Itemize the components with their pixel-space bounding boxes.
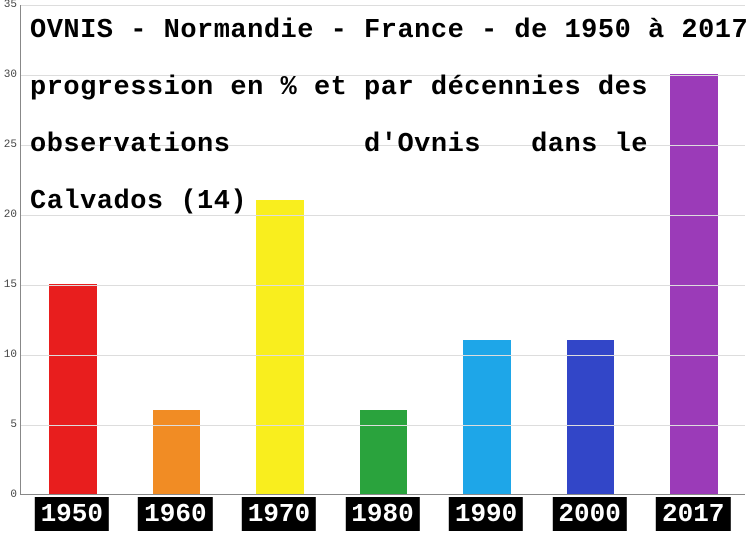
chart-container: 1950 1960 1970 1980 1990 2000 2017 OVNIS - Nor… bbox=[0, 0, 750, 543]
x-axis-label: 2000 bbox=[552, 497, 626, 531]
bar bbox=[49, 284, 97, 494]
ytick-label: 15 bbox=[0, 279, 17, 291]
ytick-label: 5 bbox=[0, 419, 17, 431]
gridline bbox=[21, 5, 745, 6]
ytick-label: 0 bbox=[0, 489, 17, 501]
x-axis-label: 1960 bbox=[138, 497, 212, 531]
title-line-3: observations d'Ovnis dans le bbox=[30, 132, 740, 159]
bar bbox=[360, 410, 408, 494]
x-axis-label: 2017 bbox=[656, 497, 730, 531]
ytick-label: 25 bbox=[0, 139, 17, 151]
ytick-label: 30 bbox=[0, 69, 17, 81]
ytick-label: 35 bbox=[0, 0, 17, 11]
bar bbox=[153, 410, 201, 494]
title-line-4: Calvados (14) bbox=[30, 189, 740, 216]
gridline bbox=[21, 285, 745, 286]
gridline bbox=[21, 425, 745, 426]
x-axis-label: 1980 bbox=[345, 497, 419, 531]
ytick-label: 20 bbox=[0, 209, 17, 221]
ytick-label: 10 bbox=[0, 349, 17, 361]
bar bbox=[463, 340, 511, 494]
gridline bbox=[21, 355, 745, 356]
title-line-1: OVNIS - Normandie - France - de 1950 à 2… bbox=[30, 18, 740, 45]
chart-title: OVNIS - Normandie - France - de 1950 à 2… bbox=[30, 18, 740, 216]
bar bbox=[567, 340, 615, 494]
bar bbox=[256, 200, 304, 494]
x-axis-label: 1990 bbox=[449, 497, 523, 531]
x-axis-label: 1970 bbox=[242, 497, 316, 531]
x-axis-labels: 1950 1960 1970 1980 1990 2000 2017 bbox=[20, 497, 745, 537]
title-line-2: progression en % et par décennies des bbox=[30, 75, 740, 102]
x-axis-label: 1950 bbox=[35, 497, 109, 531]
